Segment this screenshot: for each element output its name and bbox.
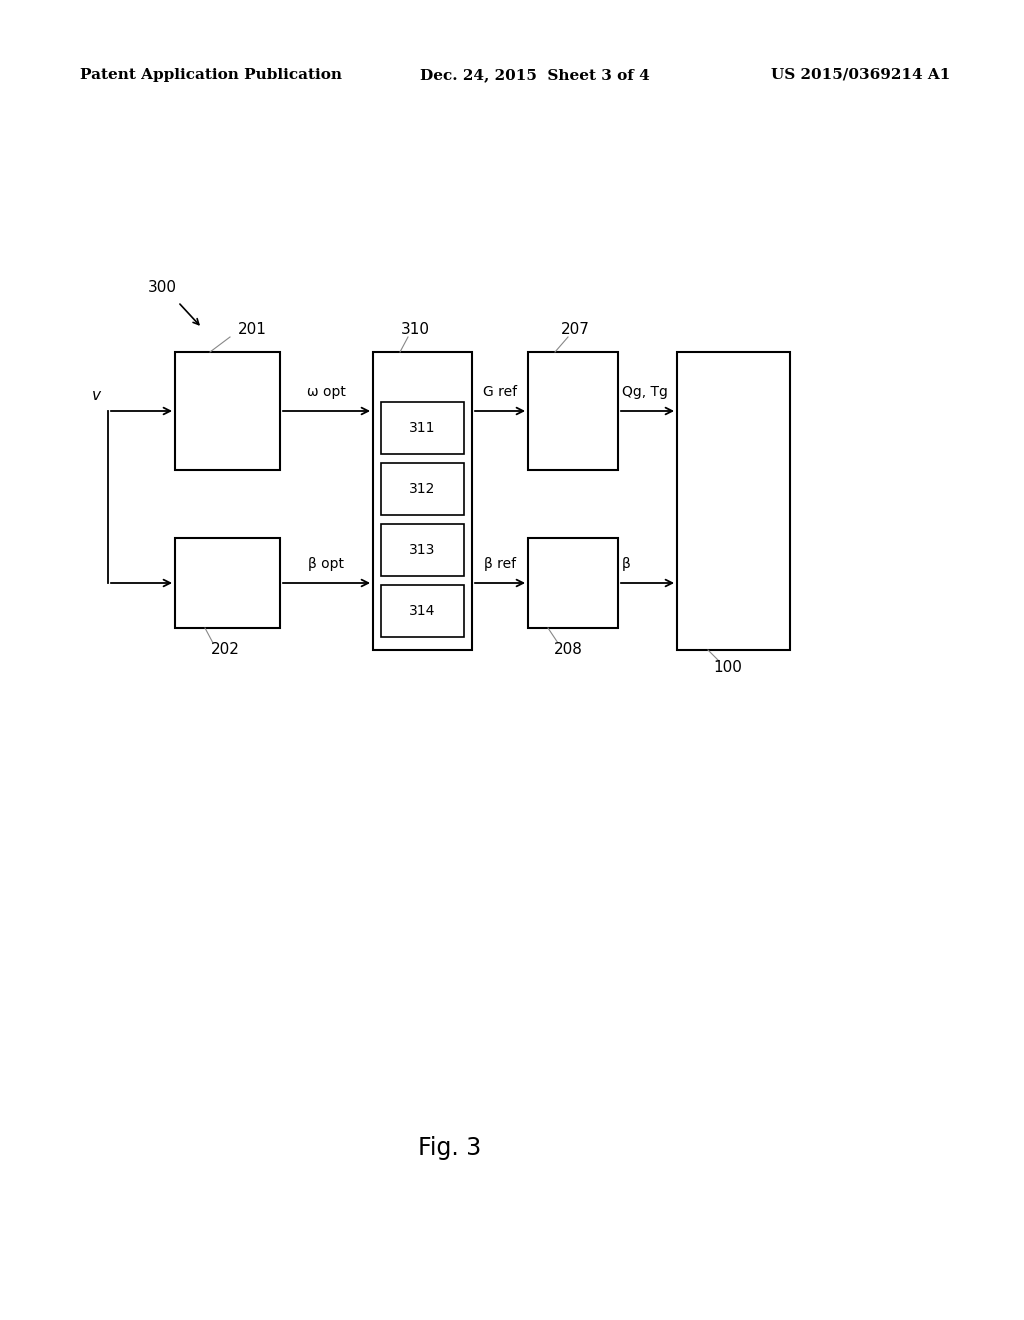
Text: β opt: β opt	[308, 557, 344, 572]
Bar	[381, 403, 464, 454]
Bar	[381, 524, 464, 576]
Bar	[677, 352, 790, 649]
Bar	[381, 463, 464, 515]
Text: β ref: β ref	[484, 557, 516, 572]
Bar	[175, 352, 280, 470]
Bar	[381, 585, 464, 638]
Text: 201: 201	[238, 322, 266, 338]
Text: 314: 314	[410, 605, 435, 618]
Text: 100: 100	[714, 660, 742, 676]
Text: US 2015/0369214 A1: US 2015/0369214 A1	[771, 69, 950, 82]
Text: Qg, Tg: Qg, Tg	[622, 385, 668, 399]
Text: v: v	[92, 388, 101, 404]
Text: 208: 208	[554, 643, 583, 657]
Bar	[175, 539, 280, 628]
Bar	[528, 539, 618, 628]
Text: Fig. 3: Fig. 3	[419, 1137, 481, 1160]
Text: 311: 311	[410, 421, 436, 436]
Bar	[528, 352, 618, 470]
Bar	[373, 352, 472, 649]
Text: 312: 312	[410, 482, 435, 496]
Text: Dec. 24, 2015  Sheet 3 of 4: Dec. 24, 2015 Sheet 3 of 4	[420, 69, 650, 82]
Text: Patent Application Publication: Patent Application Publication	[80, 69, 342, 82]
Text: ω opt: ω opt	[307, 385, 346, 399]
Text: β: β	[622, 557, 631, 572]
Text: 207: 207	[560, 322, 590, 338]
Text: 202: 202	[211, 643, 240, 657]
Text: G ref: G ref	[483, 385, 517, 399]
Text: 313: 313	[410, 543, 435, 557]
Text: 300: 300	[148, 281, 177, 296]
Text: 310: 310	[400, 322, 429, 338]
